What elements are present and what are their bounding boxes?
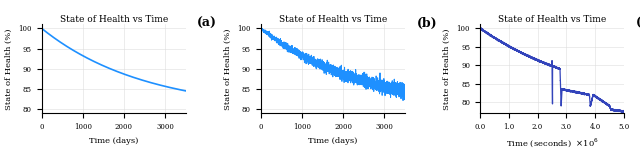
X-axis label: Time (seconds)  $\times$10$^6$: Time (seconds) $\times$10$^6$ — [506, 137, 598, 149]
Text: (a): (a) — [197, 17, 218, 30]
Y-axis label: State of Health (%): State of Health (%) — [5, 28, 13, 110]
Title: State of Health vs Time: State of Health vs Time — [498, 15, 606, 23]
Y-axis label: State of Health (%): State of Health (%) — [443, 28, 451, 110]
X-axis label: Time (days): Time (days) — [308, 137, 358, 145]
Title: State of Health vs Time: State of Health vs Time — [278, 15, 387, 23]
Text: (b): (b) — [417, 17, 437, 30]
X-axis label: Time (days): Time (days) — [89, 137, 138, 145]
Title: State of Health vs Time: State of Health vs Time — [60, 15, 168, 23]
Y-axis label: State of Health (%): State of Health (%) — [224, 28, 232, 110]
Text: (c): (c) — [636, 17, 640, 30]
